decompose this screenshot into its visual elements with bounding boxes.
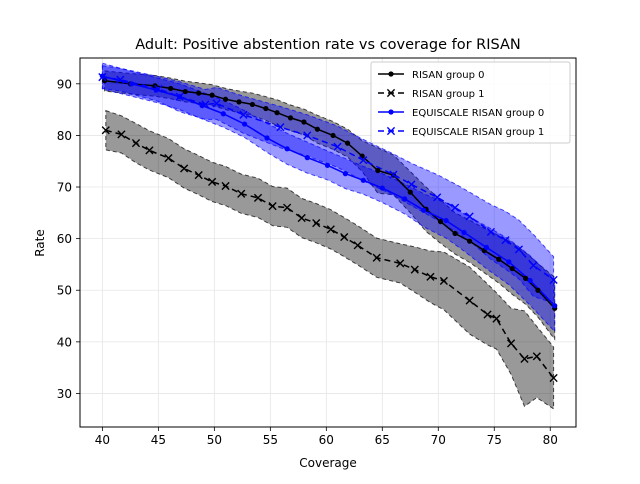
series-1-point — [223, 97, 228, 102]
y-tick-label: 40 — [57, 335, 72, 349]
series-1-point — [288, 115, 293, 120]
x-tick-label: 70 — [431, 433, 446, 447]
y-tick-label: 50 — [57, 284, 72, 298]
series-3-point — [242, 121, 247, 126]
legend-label-1: RISAN group 0 — [412, 70, 485, 81]
series-3-point — [325, 163, 330, 168]
series-1-point — [196, 90, 201, 95]
series-1-point — [250, 102, 255, 107]
x-axis-label: Coverage — [299, 456, 357, 470]
series-1-point — [452, 231, 457, 236]
series-1-point — [535, 288, 540, 293]
series-1-point — [408, 190, 413, 195]
series-1-point — [375, 168, 380, 173]
y-tick-label: 90 — [57, 77, 72, 91]
series-1-point — [263, 106, 268, 111]
series-3-point — [285, 146, 290, 151]
series-3-point — [264, 135, 269, 140]
chart-legend: RISAN group 0 RISAN group 1 EQUISCALE RISA… — [371, 62, 570, 143]
series-3-point — [506, 259, 511, 264]
series-1-point — [510, 266, 515, 271]
y-tick-label: 70 — [57, 181, 72, 195]
chart-title: Adult: Positive abstention rate vs cover… — [135, 37, 520, 53]
series-3-point — [402, 196, 407, 201]
x-tick-label: 65 — [375, 433, 390, 447]
series-1-point — [496, 257, 501, 262]
y-tick-label: 60 — [57, 232, 72, 246]
series-3-point — [552, 303, 557, 308]
x-tick-label: 40 — [95, 433, 110, 447]
series-1-point — [301, 119, 306, 124]
series-1-point — [315, 127, 320, 132]
series-3-point — [421, 208, 426, 213]
series-1-point — [330, 133, 335, 138]
series-3-point — [361, 178, 366, 183]
legend-marker-3 — [388, 109, 393, 114]
legend-label-3: EQUISCALE RISAN group 0 — [412, 108, 544, 119]
legend-label-4: EQUISCALE RISAN group 1 — [412, 127, 544, 138]
y-axis-ticks: 30 40 50 60 70 80 90 — [57, 77, 80, 401]
x-tick-label: 45 — [151, 433, 166, 447]
series-1-point — [467, 239, 472, 244]
series-3-point — [305, 155, 310, 160]
series-1-point — [210, 93, 215, 98]
series-3-point — [343, 171, 348, 176]
x-axis-ticks: 40 45 50 55 60 65 70 75 80 — [95, 427, 558, 447]
y-axis-label: Rate — [33, 229, 47, 257]
x-tick-label: 60 — [319, 433, 334, 447]
y-tick-label: 30 — [57, 387, 72, 401]
x-tick-label: 50 — [207, 433, 222, 447]
series-3-point — [461, 230, 466, 235]
series-1-point — [274, 110, 279, 115]
series-1-point — [168, 86, 173, 91]
x-tick-label: 75 — [487, 433, 502, 447]
series-1-point — [523, 276, 528, 281]
x-tick-label: 80 — [543, 433, 558, 447]
legend-marker-1 — [388, 71, 393, 76]
series-3-point — [444, 218, 449, 223]
series-3-point — [527, 278, 532, 283]
series-1-point — [345, 141, 350, 146]
y-tick-label: 80 — [57, 129, 72, 143]
x-tick-label: 55 — [263, 433, 278, 447]
series-3-point — [380, 185, 385, 190]
series-1-point — [438, 219, 443, 224]
legend-label-2: RISAN group 1 — [412, 89, 485, 100]
series-1-point — [236, 99, 241, 104]
series-3-point — [129, 81, 134, 86]
series-3-point — [484, 245, 489, 250]
series-3-point — [221, 111, 226, 116]
